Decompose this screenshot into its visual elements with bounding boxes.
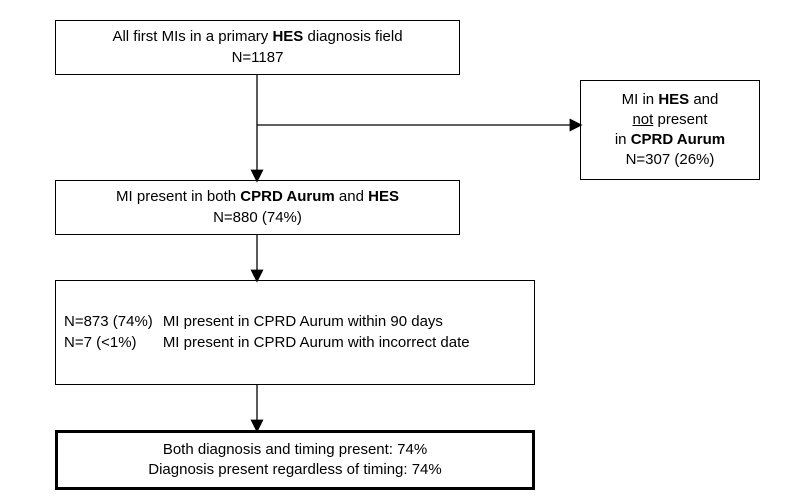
flow-node-both-present: MI present in both CPRD Aurum and HES N=… bbox=[55, 180, 460, 235]
flow-node-detail-breakdown: N=873 (74%) MI present in CPRD Aurum wit… bbox=[55, 280, 535, 385]
flow-arrows bbox=[0, 0, 789, 504]
detail-n: N=7 (<1%) bbox=[64, 333, 163, 353]
flow-node-final-summary: Both diagnosis and timing present: 74% D… bbox=[55, 430, 535, 490]
text-line: MI present in both CPRD Aurum and HES bbox=[116, 187, 399, 207]
detail-n: N=873 (74%) bbox=[64, 312, 163, 332]
detail-row: N=873 (74%) MI present in CPRD Aurum wit… bbox=[64, 312, 480, 332]
detail-label: MI present in CPRD Aurum within 90 days bbox=[163, 312, 480, 332]
text-line: N=1187 bbox=[232, 48, 284, 68]
text-line: Diagnosis present regardless of timing: … bbox=[148, 460, 441, 480]
detail-row: N=7 (<1%) MI present in CPRD Aurum with … bbox=[64, 333, 480, 353]
text-line: not present bbox=[632, 110, 707, 130]
text-line: in CPRD Aurum bbox=[615, 130, 725, 150]
text-line: N=880 (74%) bbox=[213, 208, 302, 228]
text-line: All first MIs in a primary HES diagnosis… bbox=[112, 27, 402, 47]
flow-node-side-exclusion: MI in HES and not present in CPRD Aurum … bbox=[580, 80, 760, 180]
detail-label: MI present in CPRD Aurum with incorrect … bbox=[163, 333, 480, 353]
text-line: N=307 (26%) bbox=[626, 150, 715, 170]
flow-node-start: All first MIs in a primary HES diagnosis… bbox=[55, 20, 460, 75]
text-line: Both diagnosis and timing present: 74% bbox=[163, 440, 427, 460]
text-line: MI in HES and bbox=[622, 90, 719, 110]
